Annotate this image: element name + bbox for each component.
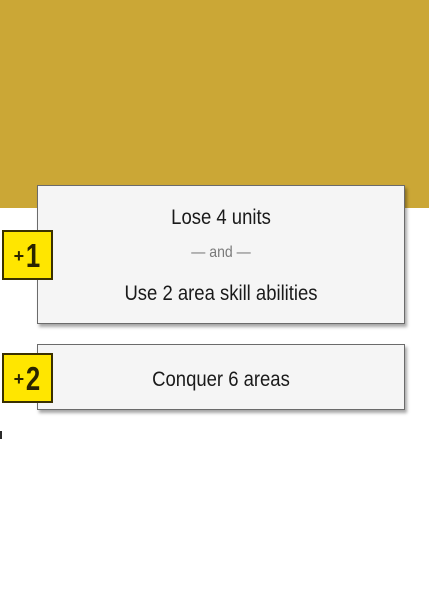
reward-badge-2: +2 — [2, 353, 53, 403]
badge-value: 2 — [25, 359, 40, 397]
header-banner — [0, 0, 429, 208]
badge-plus: + — [13, 246, 24, 266]
condition-text: Conquer 6 areas — [152, 368, 290, 391]
badge-plus: + — [13, 369, 24, 389]
condition-text: Use 2 area skill abilities — [124, 282, 318, 305]
reward-badge-1: +1 — [2, 230, 53, 280]
reward-card-2[interactable]: Conquer 6 areas — [37, 344, 405, 410]
condition-separator: — and — — [191, 244, 251, 261]
reward-card-1[interactable]: Lose 4 units — and — Use 2 area skill ab… — [37, 185, 405, 324]
badge-value: 1 — [25, 236, 40, 274]
condition-text: Lose 4 units — [171, 206, 271, 229]
edge-marker — [0, 431, 2, 439]
